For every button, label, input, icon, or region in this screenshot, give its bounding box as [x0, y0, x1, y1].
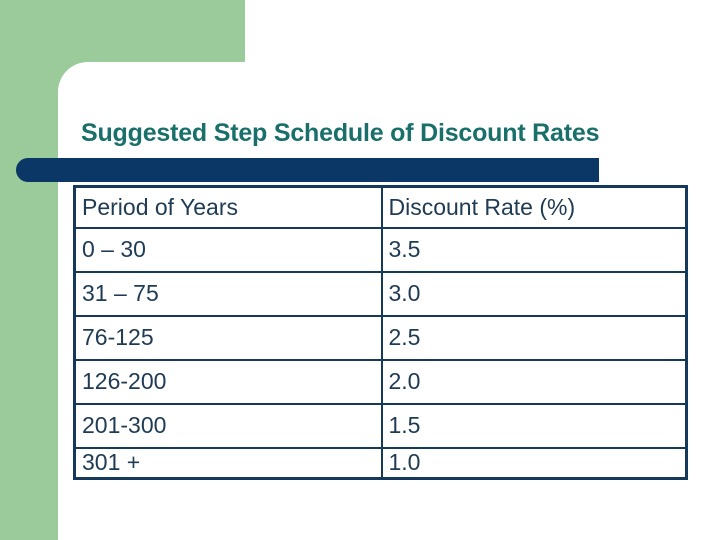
table-row: 76-125 2.5 [73, 314, 688, 361]
period-cell: 126-200 [73, 358, 383, 405]
table-row: 301 + 1.0 [73, 446, 688, 480]
header-discount-rate: Discount Rate (%) [380, 185, 688, 229]
table-row: 31 – 75 3.0 [73, 270, 688, 317]
period-cell: 301 + [73, 446, 383, 480]
table-row: 201-300 1.5 [73, 402, 688, 449]
rate-cell: 3.5 [380, 226, 688, 273]
table-header-row: Period of Years Discount Rate (%) [73, 185, 688, 229]
rate-cell: 2.0 [380, 358, 688, 405]
period-cell: 76-125 [73, 314, 383, 361]
period-cell: 31 – 75 [73, 270, 383, 317]
rate-cell: 3.0 [380, 270, 688, 317]
table-row: 126-200 2.0 [73, 358, 688, 405]
accent-bar [16, 158, 599, 182]
discount-rates-table: Period of Years Discount Rate (%) 0 – 30… [73, 185, 688, 480]
rate-cell: 1.5 [380, 402, 688, 449]
period-cell: 0 – 30 [73, 226, 383, 273]
green-side-strip [0, 0, 58, 540]
period-cell: 201-300 [73, 402, 383, 449]
slide-title: Suggested Step Schedule of Discount Rate… [81, 119, 600, 147]
rate-cell: 1.0 [380, 446, 688, 480]
table-row: 0 – 30 3.5 [73, 226, 688, 273]
header-period-of-years: Period of Years [73, 185, 383, 229]
rate-cell: 2.5 [380, 314, 688, 361]
